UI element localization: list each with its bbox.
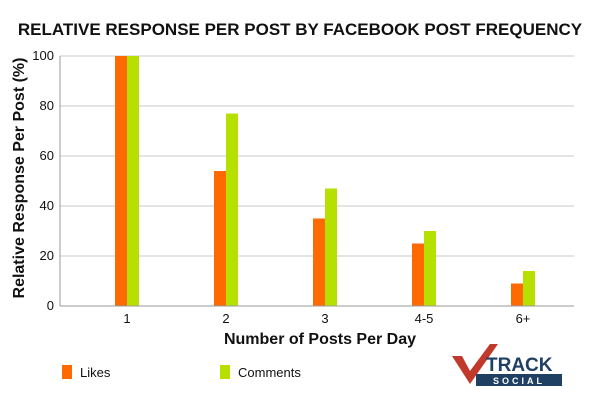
- legend-swatch-comments: [220, 365, 230, 379]
- chart-title: RELATIVE RESPONSE PER POST BY FACEBOOK P…: [18, 20, 583, 39]
- legend-label-comments: Comments: [238, 365, 301, 380]
- bar-comments-1: [127, 56, 139, 306]
- legend-label-likes: Likes: [80, 365, 111, 380]
- bar-comments-6+: [523, 271, 535, 306]
- x-tick-label: 1: [123, 311, 130, 326]
- y-tick-label: 40: [40, 198, 54, 213]
- logo-word-social: SOCIAL: [493, 376, 545, 386]
- x-tick-label: 3: [321, 311, 328, 326]
- y-axis-label: Relative Response Per Post (%): [11, 58, 28, 299]
- y-tick-label: 20: [40, 248, 54, 263]
- bar-comments-4-5: [424, 231, 436, 306]
- y-tick-labels: 0 20 40 60 80 100: [32, 48, 54, 313]
- logo-bar: [476, 374, 562, 386]
- x-tick-label: 6+: [516, 311, 531, 326]
- bar-likes-1: [115, 56, 127, 306]
- logo-word-track: TRACK: [486, 355, 553, 376]
- y-tick-label: 0: [47, 298, 54, 313]
- x-tick-label: 4-5: [415, 311, 434, 326]
- x-tick-label: 2: [222, 311, 229, 326]
- track-social-logo: TRACK SOCIAL: [452, 344, 562, 386]
- legend: Likes Comments: [62, 365, 301, 380]
- bars: [115, 56, 535, 306]
- y-tick-label: 60: [40, 148, 54, 163]
- x-axis-label: Number of Posts Per Day: [224, 331, 416, 348]
- checkmark-icon: [452, 344, 498, 384]
- y-tick-label: 80: [40, 98, 54, 113]
- bar-likes-3: [313, 218, 325, 306]
- y-tick-label: 100: [32, 48, 54, 63]
- bar-comments-3: [325, 188, 337, 306]
- gridlines: [60, 55, 574, 257]
- bar-comments-2: [226, 113, 238, 306]
- legend-swatch-likes: [62, 365, 72, 379]
- bar-likes-6+: [511, 283, 523, 306]
- bar-likes-2: [214, 171, 226, 306]
- x-tick-labels: 1 2 3 4-5 6+: [123, 311, 530, 326]
- bar-likes-4-5: [412, 243, 424, 306]
